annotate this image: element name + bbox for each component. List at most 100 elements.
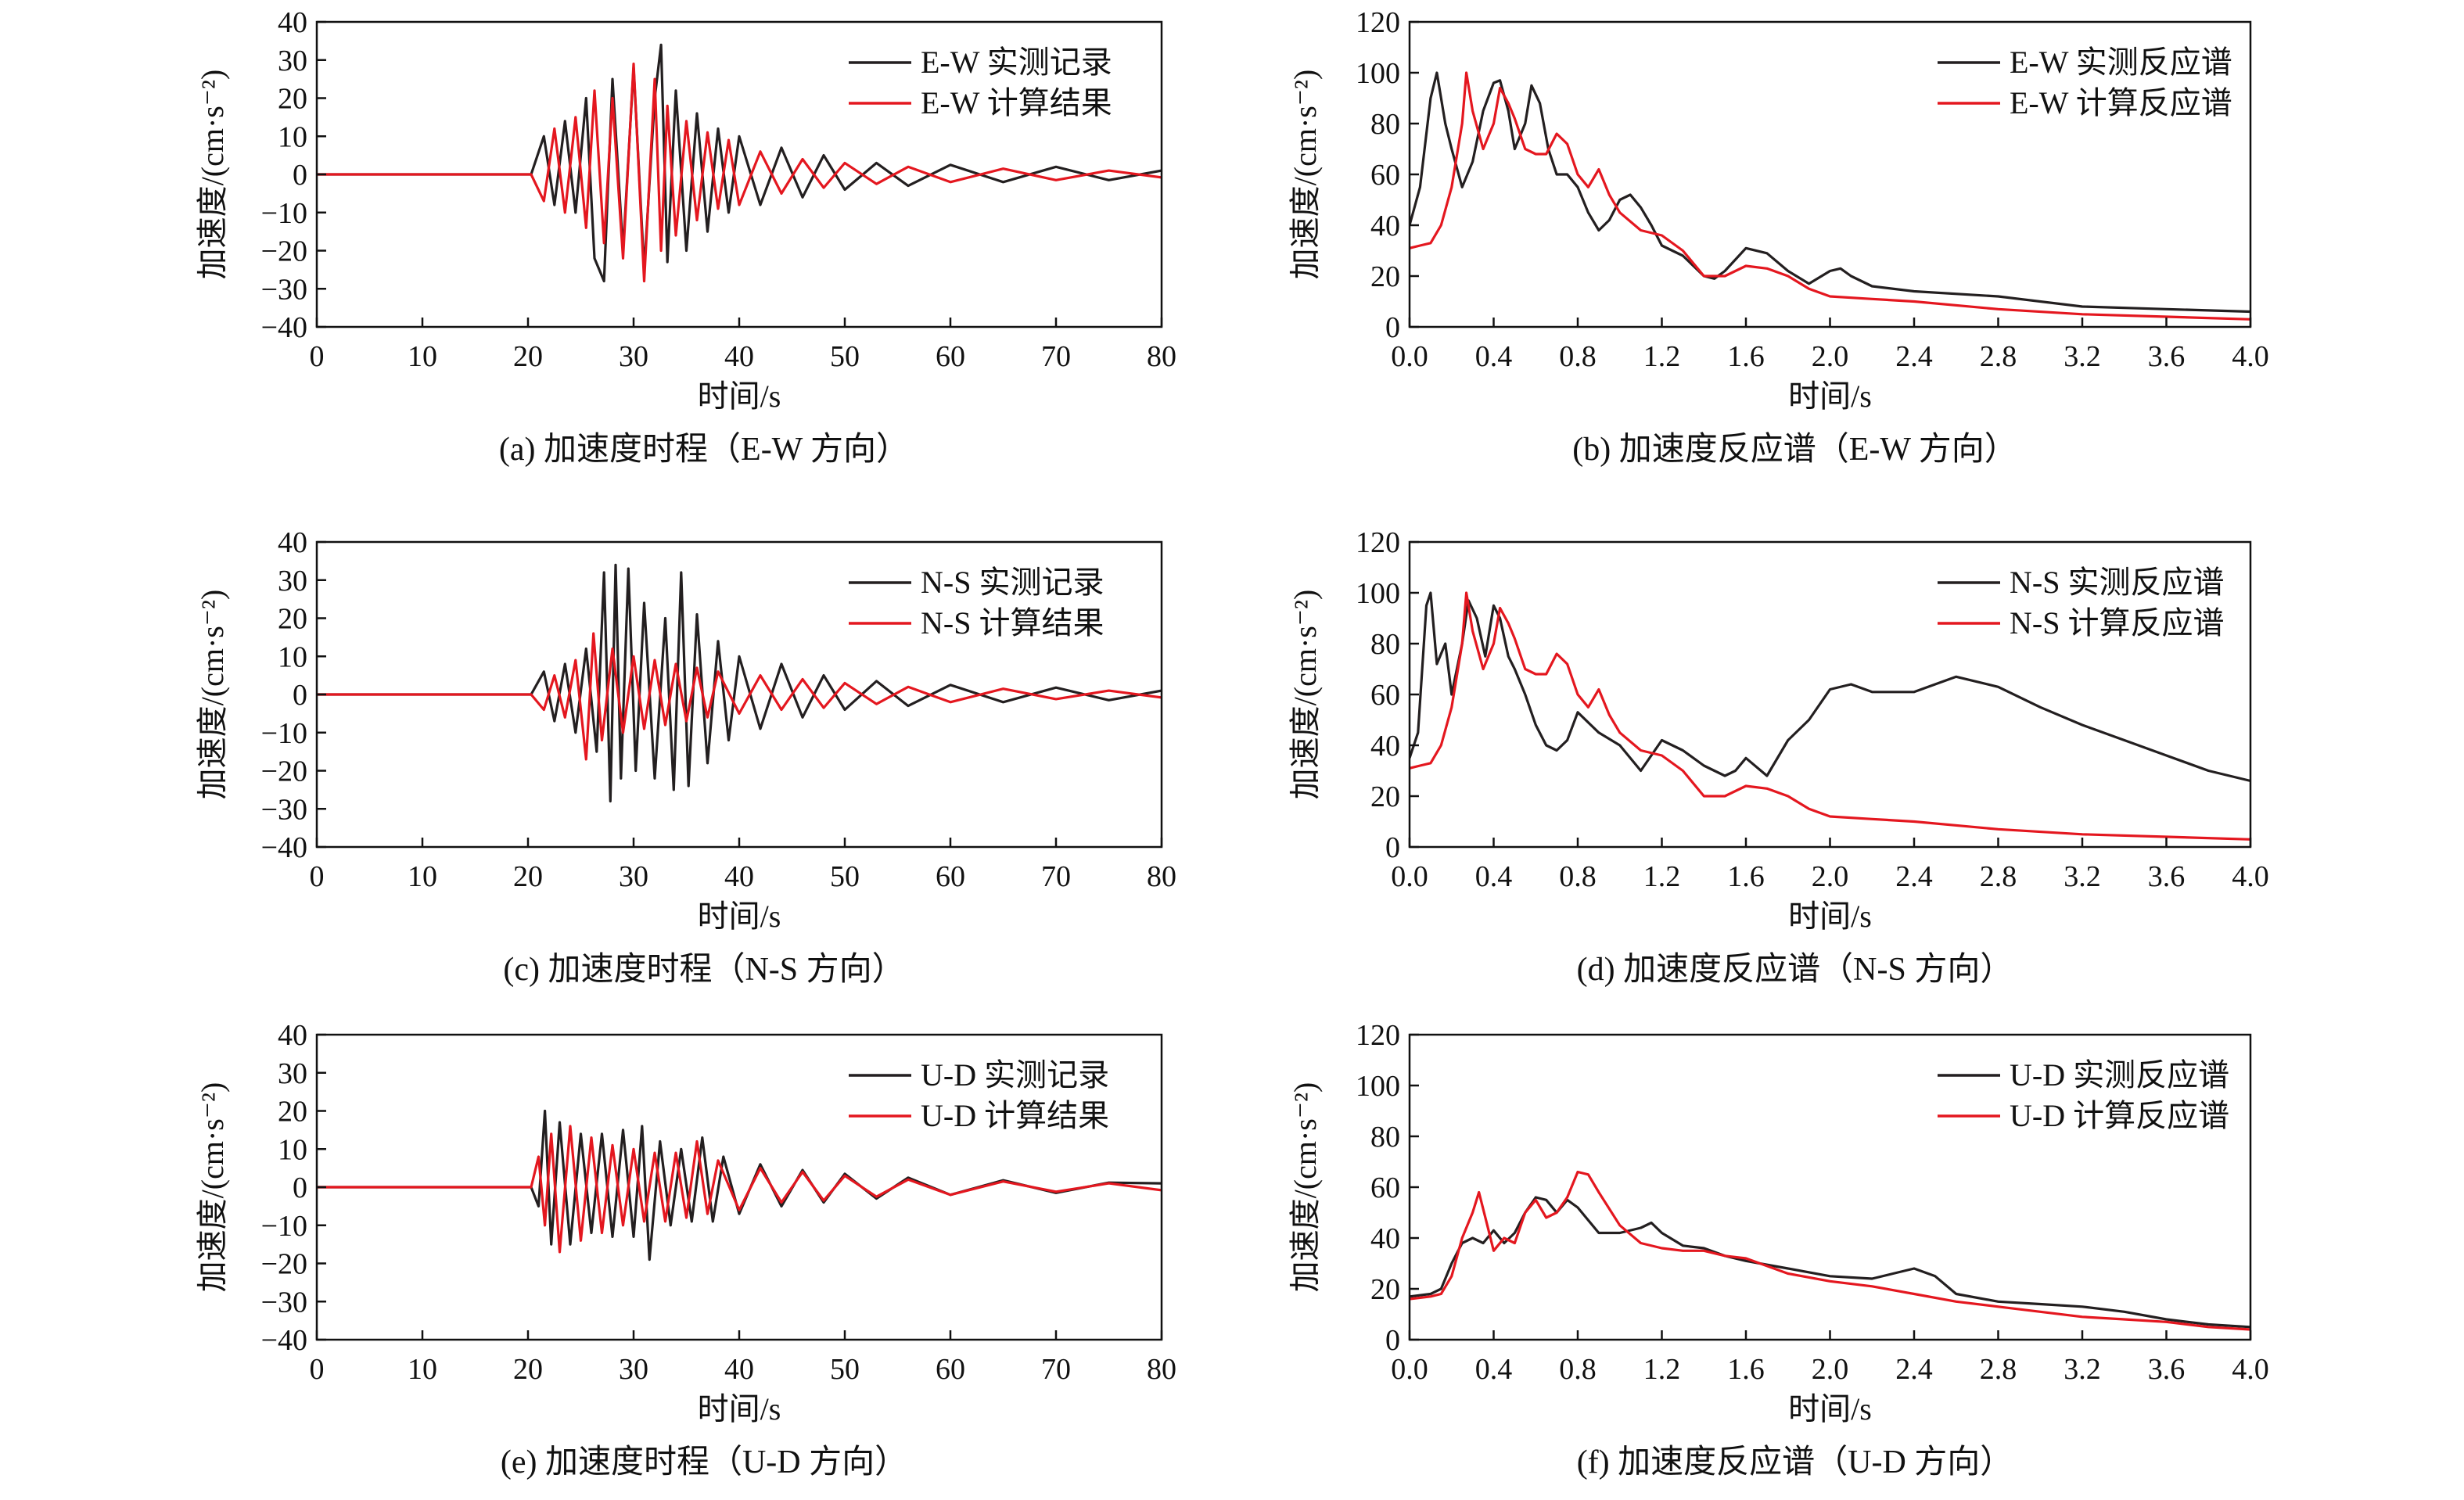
x-tick-label: 0.8 — [1559, 340, 1597, 373]
x-tick-label: 3.2 — [2064, 340, 2101, 373]
legend-label: U-D 实测记录 — [921, 1057, 1109, 1093]
y-tick-label: 120 — [1356, 526, 1400, 559]
x-tick-label: 0.0 — [1391, 340, 1428, 373]
x-tick-label: 1.2 — [1643, 860, 1681, 893]
x-tick-label: 80 — [1147, 1353, 1176, 1386]
y-tick-label: 120 — [1356, 1019, 1400, 1052]
x-tick-label: 10 — [408, 1353, 437, 1386]
series-line-computed — [1410, 71, 2250, 321]
y-tick-label: 30 — [278, 45, 307, 77]
legend-label: N-S 实测反应谱 — [2010, 565, 2224, 600]
x-tick-label: 70 — [1041, 860, 1071, 893]
x-tick-label: 40 — [724, 340, 754, 373]
y-tick-label: 80 — [1370, 1121, 1400, 1154]
y-tick-label: −30 — [261, 1286, 307, 1319]
series-line-computed — [317, 62, 1162, 283]
figure-caption: (c) 加速度时程（N-S 方向） — [503, 952, 904, 988]
y-tick-label: 20 — [1370, 260, 1400, 293]
y-tick-label: −20 — [261, 1248, 307, 1281]
x-tick-label: 0.8 — [1559, 860, 1597, 893]
y-axis-title: 加速度/(cm·s⁻²) — [1288, 590, 1323, 800]
x-tick-label: 0 — [310, 860, 325, 893]
y-tick-label: 0 — [1385, 831, 1400, 864]
y-tick-label: 20 — [278, 603, 307, 636]
y-tick-label: 20 — [278, 83, 307, 116]
y-tick-label: 30 — [278, 565, 307, 597]
series-line-measured — [317, 563, 1162, 803]
x-axis-title: 时间/s — [1788, 899, 1872, 934]
legend-label: E-W 计算结果 — [921, 85, 1112, 120]
x-tick-label: 20 — [513, 1353, 543, 1386]
y-tick-label: 40 — [278, 6, 307, 39]
series-line-measured — [1410, 1196, 2250, 1329]
x-axis-title: 时间/s — [698, 1391, 781, 1426]
chart-d: 0.0 0.4 0.8 1.2 1.6 2.0 2.4 2.8 3.2 3.6 4.0 120 100 8… — [1288, 526, 2269, 988]
x-tick-label: 30 — [619, 1353, 648, 1386]
x-axis-title: 时间/s — [698, 899, 781, 934]
y-tick-label: 40 — [278, 1019, 307, 1052]
legend-label: E-W 实测记录 — [921, 45, 1112, 80]
x-tick-label: 2.4 — [1895, 340, 1933, 373]
legend-label: N-S 计算反应谱 — [2010, 605, 2224, 641]
chart-e: 0 10 20 30 40 50 60 70 80 40 30 20 10 0 −10 −20 −30 −40 时间… — [195, 1019, 1176, 1480]
x-tick-label: 4.0 — [2232, 1353, 2269, 1386]
y-tick-label: −30 — [261, 273, 307, 306]
series-line-computed — [317, 1125, 1162, 1254]
legend-label: U-D 计算结果 — [921, 1098, 1109, 1133]
x-tick-label: 2.0 — [1812, 1353, 1849, 1386]
x-tick-label: 40 — [724, 1353, 754, 1386]
y-tick-label: 20 — [1370, 781, 1400, 813]
x-tick-label: 10 — [408, 340, 437, 373]
y-tick-label: 120 — [1356, 6, 1400, 39]
x-tick-label: 4.0 — [2232, 860, 2269, 893]
x-tick-label: 2.0 — [1812, 860, 1849, 893]
y-tick-label: −20 — [261, 755, 307, 788]
x-tick-label: 3.6 — [2148, 860, 2186, 893]
chart-c: 0 10 20 30 40 50 60 70 80 40 30 20 10 0 −10 −20 −30 −40 时间… — [195, 526, 1176, 988]
y-tick-label: 80 — [1370, 108, 1400, 141]
figure-caption: (d) 加速度反应谱（N-S 方向） — [1577, 951, 2013, 988]
y-tick-label: 30 — [278, 1057, 307, 1090]
x-tick-label: 30 — [619, 340, 648, 373]
legend-label: E-W 实测反应谱 — [2010, 45, 2232, 80]
series-line-computed — [1410, 591, 2250, 841]
y-tick-label: 100 — [1356, 577, 1400, 610]
x-tick-label: 0 — [310, 340, 325, 373]
x-tick-label: 80 — [1147, 340, 1176, 373]
y-tick-label: 40 — [1370, 730, 1400, 763]
y-tick-label: 0 — [1385, 311, 1400, 344]
y-tick-label: 100 — [1356, 1070, 1400, 1103]
y-tick-label: −20 — [261, 235, 307, 268]
x-tick-label: 50 — [830, 860, 860, 893]
x-tick-label: 0.4 — [1475, 1353, 1513, 1386]
x-tick-label: 1.2 — [1643, 340, 1681, 373]
x-tick-label: 2.0 — [1812, 340, 1849, 373]
y-tick-label: −30 — [261, 793, 307, 826]
x-tick-label: 0 — [310, 1353, 325, 1386]
x-tick-label: 3.6 — [2148, 1353, 2186, 1386]
y-tick-label: 100 — [1356, 57, 1400, 90]
y-tick-label: −40 — [261, 1324, 307, 1357]
legend-label: U-D 计算反应谱 — [2010, 1098, 2229, 1133]
x-tick-label: 70 — [1041, 340, 1071, 373]
y-tick-label: 80 — [1370, 628, 1400, 661]
y-tick-label: 60 — [1370, 159, 1400, 192]
x-tick-label: 80 — [1147, 860, 1176, 893]
x-tick-label: 2.4 — [1895, 860, 1933, 893]
series-line-computed — [1410, 1170, 2250, 1331]
legend-label: N-S 实测记录 — [921, 565, 1104, 600]
x-tick-label: 2.8 — [1980, 860, 2017, 893]
figure-caption: (f) 加速度反应谱（U-D 方向） — [1577, 1444, 2013, 1480]
x-tick-label: 60 — [936, 340, 965, 373]
x-tick-label: 2.4 — [1895, 1353, 1933, 1386]
chart-a: 0 10 20 30 40 50 60 70 80 40 30 20 10 0 −10 −20 −30 −40 时间… — [195, 6, 1176, 468]
y-axis-title: 加速度/(cm·s⁻²) — [1288, 70, 1323, 280]
y-tick-label: 10 — [278, 1133, 307, 1166]
y-tick-label: 20 — [1370, 1273, 1400, 1306]
x-axis-title: 时间/s — [698, 379, 781, 414]
y-tick-label: 20 — [278, 1096, 307, 1129]
x-tick-label: 70 — [1041, 1353, 1071, 1386]
x-tick-label: 4.0 — [2232, 340, 2269, 373]
series-line-measured — [317, 43, 1162, 283]
